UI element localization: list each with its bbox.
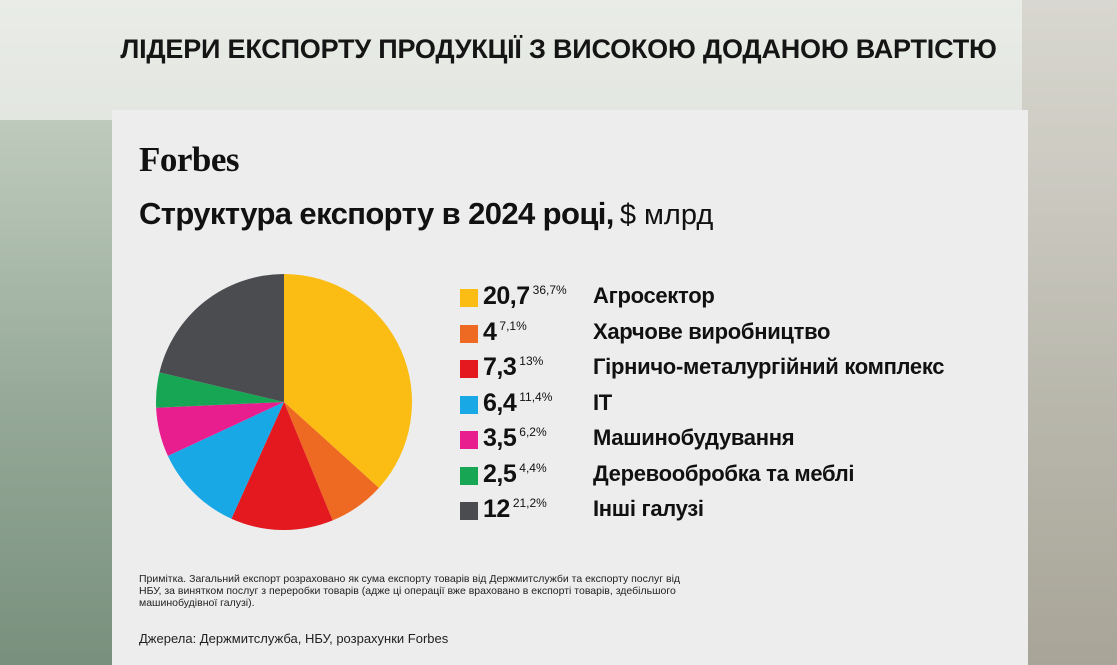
pie-chart xyxy=(156,274,412,530)
data-label-value: 4 xyxy=(483,317,497,346)
pie-slice-3 xyxy=(167,402,284,519)
legend-label: Гірничо-металургійний комплекс xyxy=(593,354,945,379)
legend-label: IT xyxy=(593,389,612,415)
legend-item: 2,5 4,4% Деревообробка та меблі xyxy=(460,460,1020,490)
legend-swatch xyxy=(460,360,478,378)
pie-slice-2 xyxy=(231,402,333,530)
legend-swatch xyxy=(460,324,478,343)
legend-item: 6,4 11,4% IT xyxy=(460,389,1020,419)
data-label-percent: 7,1% xyxy=(499,318,527,333)
pie-slice-5 xyxy=(156,372,284,408)
legend-item: 12 21,2% Інші галузі xyxy=(460,495,1020,525)
data-label-value: 6,4 xyxy=(483,388,517,417)
data-label-value: 2,5 xyxy=(483,459,517,488)
infographic-card: Forbes Структура експорту в 2024 році, $ … xyxy=(112,110,1028,665)
legend-value: 2,5 4,4% xyxy=(483,460,547,489)
legend-label: Харчове виробництво xyxy=(593,318,831,344)
legend-value: 4 7,1% xyxy=(483,318,527,347)
legend-label: Агросектор xyxy=(593,283,715,308)
chart-title: Структура експорту в 2024 році, $ млрд xyxy=(139,196,713,232)
chart-title-main: Структура експорту в 2024 році, xyxy=(139,196,614,231)
pie-slice-1 xyxy=(284,402,379,521)
footnote: Примітка. Загальний експорт розраховано … xyxy=(139,573,681,609)
pie-slice-0 xyxy=(284,274,412,488)
legend-swatch xyxy=(460,466,478,485)
background-building xyxy=(1022,0,1117,665)
legend-value: 12 21,2% xyxy=(483,495,547,524)
legend-swatch xyxy=(460,431,478,449)
legend-item: 20,7 36,7% Агросектор xyxy=(460,282,1020,312)
forbes-logo: Forbes xyxy=(139,140,240,179)
legend-label: Машинобудування xyxy=(593,425,795,450)
legend-value: 7,3 13% xyxy=(483,353,543,382)
data-label-value: 7,3 xyxy=(483,353,517,381)
data-label-value: 12 xyxy=(483,495,510,523)
source-note: Джерела: Держмитслужба, НБУ, розрахунки … xyxy=(139,631,449,646)
data-label-percent: 36,7% xyxy=(532,283,567,297)
data-label-percent: 4,4% xyxy=(519,460,547,475)
slide-title: ЛІДЕРИ ЕКСПОРТУ ПРОДУКЦІЇ З ВИСОКОЮ ДОДА… xyxy=(120,34,997,64)
pie-slice-6 xyxy=(159,274,284,402)
data-label-value: 20,7 xyxy=(483,282,530,310)
legend-value: 6,4 11,4% xyxy=(483,389,552,418)
legend-swatch xyxy=(460,395,478,414)
data-label-percent: 21,2% xyxy=(512,496,547,510)
legend-swatch xyxy=(460,289,478,307)
legend-value: 3,5 6,2% xyxy=(483,424,547,453)
legend-swatch xyxy=(460,502,478,520)
legend-value: 20,7 36,7% xyxy=(483,282,567,311)
legend-item: 7,3 13% Гірничо-металургійний комплекс xyxy=(460,353,1020,383)
data-label-value: 3,5 xyxy=(483,424,517,452)
legend-label: Інші галузі xyxy=(593,496,704,521)
data-label-percent: 6,2% xyxy=(519,425,547,439)
legend-item: 4 7,1% Харчове виробництво xyxy=(460,318,1020,348)
data-label-percent: 11,4% xyxy=(519,389,553,404)
legend-item: 3,5 6,2% Машинобудування xyxy=(460,424,1020,454)
chart-title-unit: $ млрд xyxy=(619,199,714,231)
legend-label: Деревообробка та меблі xyxy=(593,460,855,486)
data-label-percent: 13% xyxy=(519,354,544,368)
pie-slice-4 xyxy=(156,402,284,456)
